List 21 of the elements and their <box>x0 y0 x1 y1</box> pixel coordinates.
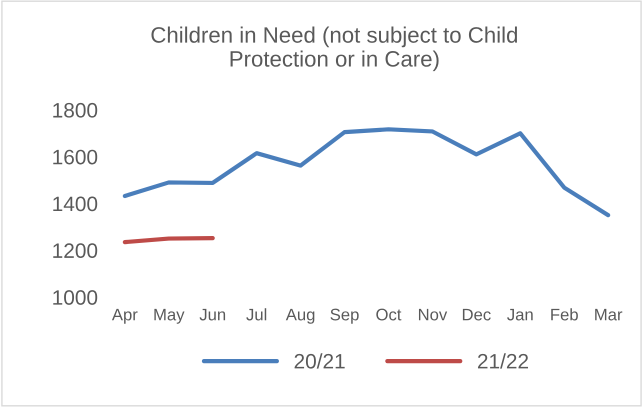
x-tick-label: Sep <box>330 308 359 324</box>
x-tick-label: Jul <box>246 308 266 320</box>
x-tick-label: May <box>154 308 184 324</box>
x-tick-label: Nov <box>418 308 448 320</box>
chart-title: Children in Need (not subject to Child Protection or in Care) <box>151 26 517 72</box>
x-tick-label: Feb <box>551 308 578 320</box>
y-tick-label: 1800 <box>53 102 98 118</box>
y-tick-label: 1000 <box>53 290 98 305</box>
x-tick-label: Jun <box>200 308 226 320</box>
legend-label: 20/21 <box>294 353 345 369</box>
y-tick-label: 1200 <box>53 243 98 258</box>
x-tick-label: Jan <box>507 308 533 320</box>
x-tick-label: Oct <box>376 308 402 320</box>
x-tick-label: Mar <box>595 308 622 320</box>
x-tick-label: Aug <box>286 308 314 324</box>
legend-label: 21/22 <box>478 353 528 369</box>
x-tick-label: Dec <box>462 308 491 320</box>
y-tick-label: 1400 <box>53 196 98 212</box>
line-series <box>122 127 610 218</box>
x-tick-label: Apr <box>112 308 138 324</box>
y-tick-label: 1600 <box>53 150 98 164</box>
